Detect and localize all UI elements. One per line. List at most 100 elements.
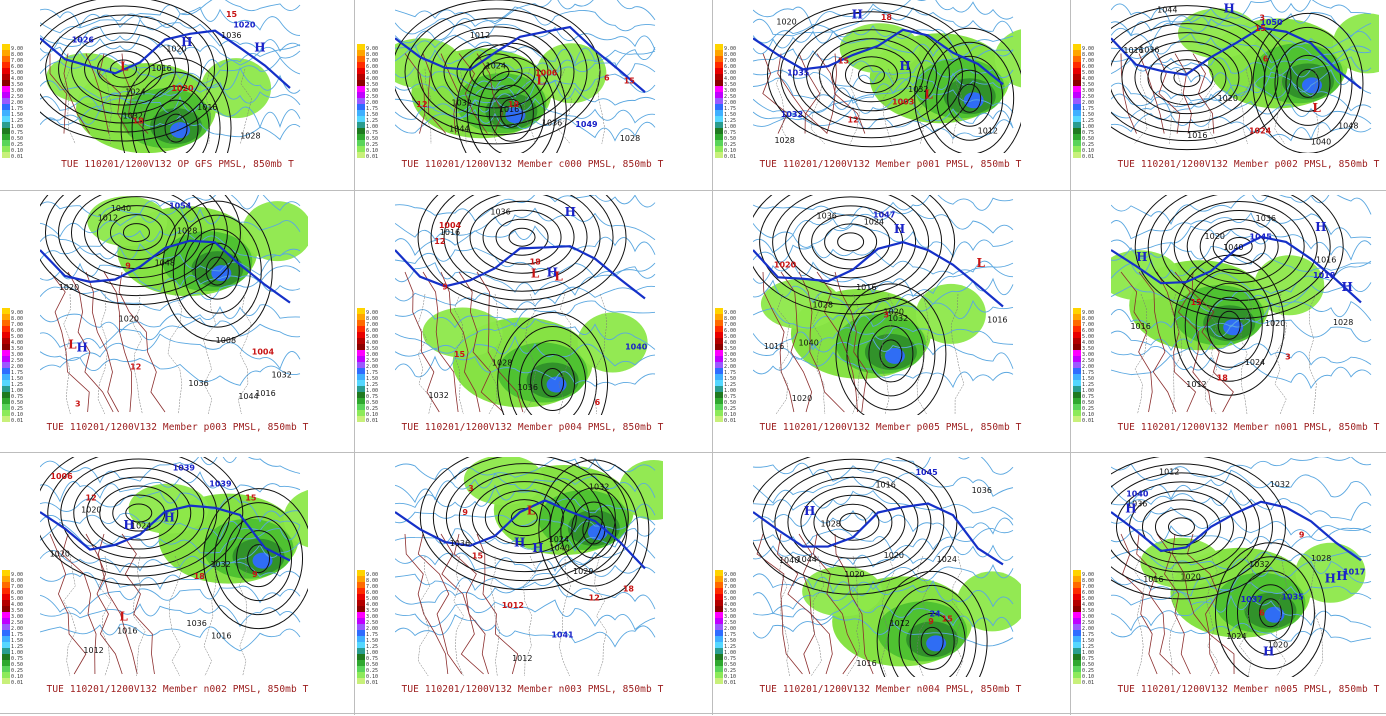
contour-label: 3 [75, 399, 81, 408]
freezing-line [1111, 500, 1362, 562]
isobar-low [538, 459, 650, 601]
isotherm-cold [40, 195, 301, 218]
colorbar-swatch [357, 338, 365, 344]
colorbar-swatch [357, 320, 365, 326]
contour-label: 1012 [98, 213, 118, 222]
colorbar-label: 9.00 [1082, 310, 1095, 316]
colorbar-swatch [715, 386, 723, 392]
colorbar-label: 3.00 [11, 614, 24, 620]
state-border [1274, 555, 1287, 677]
high-pressure-marker: H [1336, 569, 1347, 583]
contour-label: 1028 [177, 227, 197, 236]
ensemble-panel: 9.00 8.00 7.00 6.00 5.00 4.00 3.50 3.00 2.50 2.00… [1071, 192, 1386, 454]
colorbar-label: 2.00 [724, 626, 737, 632]
isobar-low [530, 354, 576, 412]
colorbar-swatch [1073, 582, 1081, 588]
contour-label: 1028 [1333, 318, 1353, 327]
isobar-low [1263, 26, 1353, 140]
contour-label: 1040 [549, 543, 569, 552]
colorbar-swatch [357, 588, 365, 594]
colorbar-label: 0.75 [11, 656, 24, 662]
panel-caption: TUE 110201/1200V132 Member p004 PMSL, 85… [401, 422, 664, 433]
state-border [812, 293, 826, 415]
colorbar-swatch [2, 326, 10, 332]
colorbar-swatch [357, 362, 365, 368]
colorbar-label: 2.00 [11, 364, 24, 370]
isotherm-cold [1111, 622, 1372, 643]
state-border [916, 68, 928, 144]
isobar [1121, 32, 1253, 124]
isotherm-cold [753, 563, 1014, 595]
isotherm-cold [753, 599, 1014, 632]
precip-area [915, 283, 986, 344]
isobar [417, 195, 627, 310]
map-frame: H 1035 1032 H 1032 1028 1020 L 1003 1012 15 18 12 [753, 0, 1023, 153]
low-pressure-marker: L [554, 269, 563, 283]
ensemble-panel: 9.00 8.00 7.00 6.00 5.00 4.00 3.50 3.00 2.50 2.00… [355, 0, 710, 192]
colorbar-label: 3.00 [724, 88, 737, 94]
colorbar-swatch [2, 648, 10, 654]
panel-caption: TUE 110201/1200V132 Member n005 PMSL, 85… [1117, 684, 1380, 695]
colorbar-label: 5.00 [1082, 334, 1095, 340]
isobar [805, 29, 937, 121]
colorbar-label: 7.00 [366, 58, 379, 64]
colorbar-swatch [1073, 570, 1081, 576]
precip-area [926, 635, 947, 652]
isobar-low [164, 113, 188, 143]
isobar [96, 205, 176, 261]
isotherm-warm [798, 271, 845, 413]
colorbar-label: 1.50 [724, 638, 737, 644]
panel-divider-vertical [712, 0, 713, 715]
isobar-low [508, 326, 598, 415]
isobar-low [466, 56, 556, 153]
high-pressure-marker: H [547, 265, 558, 279]
colorbar-label: 2.50 [724, 358, 737, 364]
state-border [453, 293, 464, 415]
contour-label: 12 [86, 493, 97, 502]
contour-label: 15 [838, 57, 850, 66]
isotherm-cold [753, 544, 1014, 568]
colorbar-label: 1.00 [366, 650, 379, 656]
contour-label: 1036 [221, 31, 241, 40]
colorbar-swatch [2, 618, 10, 624]
state-border [1134, 293, 1148, 415]
state-border [169, 555, 182, 677]
state-border [916, 555, 929, 677]
isobar-low [499, 98, 523, 128]
low-pressure-marker: L [119, 610, 128, 624]
contour-label: 1012 [83, 646, 103, 655]
state-border [950, 293, 965, 415]
colorbar-label: 1.25 [11, 644, 24, 650]
colorbar-labels: 9.00 8.00 7.00 6.00 5.00 4.00 3.50 3.00 2.50 2.00… [11, 47, 23, 161]
colorbar-swatch [715, 398, 723, 404]
isobar-low [519, 340, 587, 415]
colorbar-swatch [715, 380, 723, 386]
colorbar-swatch [2, 332, 10, 338]
isobar [432, 457, 616, 582]
isobar [122, 223, 150, 243]
contour-label: 1020 [573, 567, 593, 576]
colorbar-label: 1.50 [11, 112, 24, 118]
isotherm-cold [40, 6, 301, 36]
contour-label: 1028 [813, 300, 833, 309]
colorbar-swatch [715, 612, 723, 618]
high-pressure-marker: H [852, 7, 863, 21]
freezing-line [395, 25, 646, 93]
colorbar-label: 0.25 [366, 142, 379, 148]
colorbar-swatch [1073, 80, 1081, 86]
contour-label: 1036 [817, 211, 837, 220]
low-pressure-marker: L [536, 74, 545, 88]
state-border [882, 68, 895, 144]
isotherm-warm [118, 271, 166, 413]
colorbar-label: 1.00 [724, 124, 737, 130]
isotherm-warm [67, 271, 114, 413]
isobar-low [887, 584, 977, 677]
colorbar-label: 1.00 [1082, 650, 1095, 656]
colorbar-label: 2.00 [724, 364, 737, 370]
colorbar-label: 0.01 [724, 680, 737, 686]
precip-colorbar [2, 308, 10, 428]
contour-label: 1035 [787, 68, 810, 77]
contour-label: 1024 [937, 555, 957, 564]
colorbar-label: 4.00 [11, 602, 24, 608]
state-border [916, 293, 929, 415]
